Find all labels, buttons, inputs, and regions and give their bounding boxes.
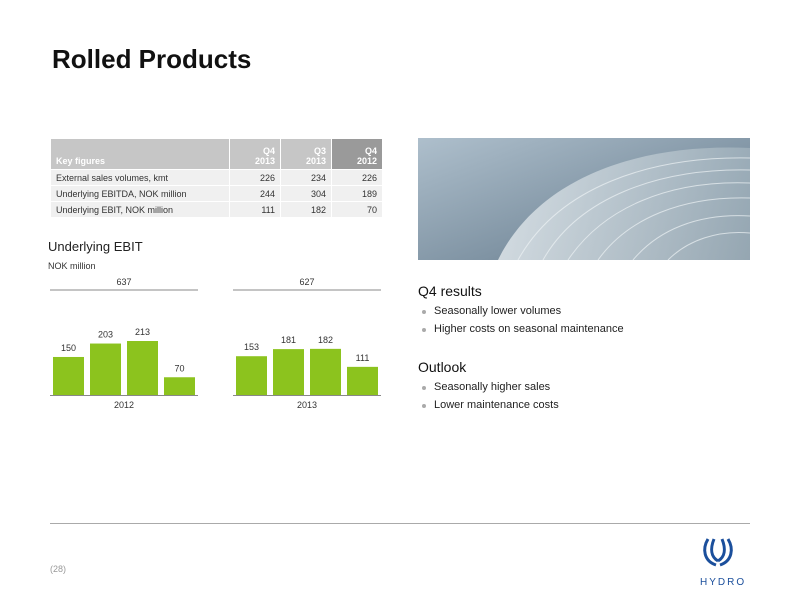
header-row: Key figures Q4 2013 Q3 2013 Q4 2012 — [50, 138, 383, 170]
column-year: 2012 — [356, 156, 377, 166]
total-label: 627 — [299, 277, 314, 287]
value-label: 213 — [135, 327, 150, 337]
table-cell: 226 — [229, 169, 281, 186]
bar — [347, 366, 378, 395]
bullet-dot — [422, 310, 426, 314]
group-label: 2012 — [114, 400, 134, 410]
page-number: (28) — [50, 564, 67, 574]
column-quarter: Q4 — [364, 146, 377, 156]
table-row: Underlying EBITDA, NOK million 244 304 189 — [50, 185, 383, 202]
bullet-text: Seasonally lower volumes — [434, 305, 562, 317]
column-header: Q4 2013 — [229, 138, 281, 170]
bullet-dot — [422, 404, 426, 408]
column-year: 2013 — [305, 156, 326, 166]
table-cell: Underlying EBITDA, NOK million — [50, 185, 230, 202]
bullet-dot — [422, 328, 426, 332]
bullet-text: Lower maintenance costs — [434, 399, 559, 411]
bar — [90, 343, 121, 395]
value-label: 150 — [61, 343, 76, 353]
group-label: 2013 — [297, 400, 317, 410]
chart-subtitle: NOK million — [48, 261, 96, 271]
table-cell: 182 — [280, 201, 332, 218]
logo-mark — [703, 538, 733, 567]
table-row: External sales volumes, kmt 226 234 226 — [50, 169, 383, 186]
section-heading: Outlook — [418, 359, 467, 375]
table-cell: 70 — [331, 201, 383, 218]
total-label: 637 — [116, 277, 131, 287]
table-cell: 111 — [229, 201, 281, 218]
bar — [164, 377, 195, 395]
column-quarter: Q4 — [262, 146, 275, 156]
bar — [310, 348, 341, 395]
slide-title: Rolled Products — [52, 44, 252, 74]
column-header: Q3 2013 — [280, 138, 332, 170]
bullet-dot — [422, 386, 426, 390]
value-label: 70 — [174, 363, 184, 373]
value-label: 153 — [244, 342, 259, 352]
table-cell: Underlying EBIT, NOK million — [50, 201, 230, 218]
bar — [236, 356, 267, 395]
bar — [53, 356, 84, 395]
bullet-text: Higher costs on seasonal maintenance — [434, 323, 624, 335]
ebit-chart: 637 2012 150 203 213 70 627 2013 153 181 182 111 — [50, 277, 381, 410]
chart-title: Underlying EBIT — [48, 239, 143, 254]
table-cell: External sales volumes, kmt — [50, 169, 230, 186]
value-label: 181 — [281, 335, 296, 345]
logo-text: HYDRO — [700, 577, 747, 588]
value-label: 111 — [356, 353, 370, 363]
footer-rule — [50, 523, 750, 524]
table-row: Underlying EBIT, NOK million 111 182 70 — [50, 201, 383, 218]
value-label: 203 — [98, 330, 113, 340]
key-figures-table: Key figures Q4 2013 Q3 2013 Q4 2012 External sa… — [50, 138, 383, 218]
table-corner: Key figures — [50, 138, 230, 170]
value-label: 182 — [318, 335, 333, 345]
product-image — [418, 138, 750, 260]
bar — [273, 349, 304, 395]
column-quarter: Q3 — [313, 146, 326, 156]
column-year: 2013 — [254, 156, 275, 166]
table-cell: 304 — [280, 185, 332, 202]
bullet-text: Seasonally higher sales — [434, 381, 551, 393]
table-cell: 244 — [229, 185, 281, 202]
section-heading: Q4 results — [418, 283, 482, 299]
bar — [127, 341, 158, 395]
